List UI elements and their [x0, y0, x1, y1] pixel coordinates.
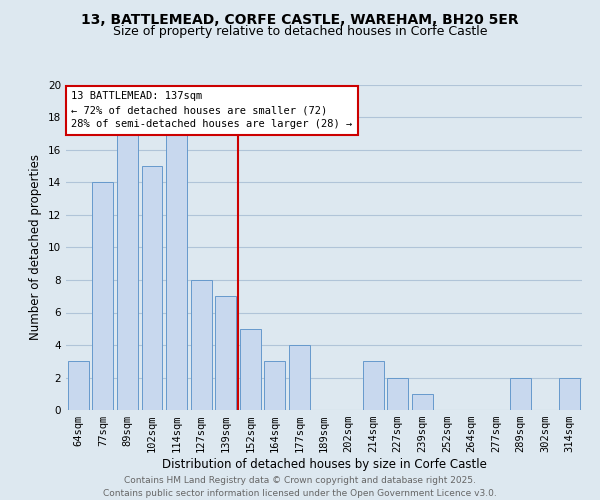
Text: 13 BATTLEMEAD: 137sqm
← 72% of detached houses are smaller (72)
28% of semi-deta: 13 BATTLEMEAD: 137sqm ← 72% of detached … — [71, 92, 352, 130]
Bar — [68, 361, 89, 410]
Bar — [412, 394, 433, 410]
Bar — [92, 182, 113, 410]
Bar — [142, 166, 163, 410]
Bar — [191, 280, 212, 410]
Text: 13, BATTLEMEAD, CORFE CASTLE, WAREHAM, BH20 5ER: 13, BATTLEMEAD, CORFE CASTLE, WAREHAM, B… — [81, 12, 519, 26]
Bar — [240, 329, 261, 410]
Bar — [166, 134, 187, 410]
Bar — [289, 345, 310, 410]
Y-axis label: Number of detached properties: Number of detached properties — [29, 154, 43, 340]
Bar — [510, 378, 531, 410]
Bar — [265, 361, 286, 410]
Bar — [387, 378, 408, 410]
Bar — [117, 134, 138, 410]
Bar — [215, 296, 236, 410]
Text: Size of property relative to detached houses in Corfe Castle: Size of property relative to detached ho… — [113, 25, 487, 38]
Bar — [559, 378, 580, 410]
X-axis label: Distribution of detached houses by size in Corfe Castle: Distribution of detached houses by size … — [161, 458, 487, 471]
Bar — [362, 361, 383, 410]
Text: Contains HM Land Registry data © Crown copyright and database right 2025.
Contai: Contains HM Land Registry data © Crown c… — [103, 476, 497, 498]
